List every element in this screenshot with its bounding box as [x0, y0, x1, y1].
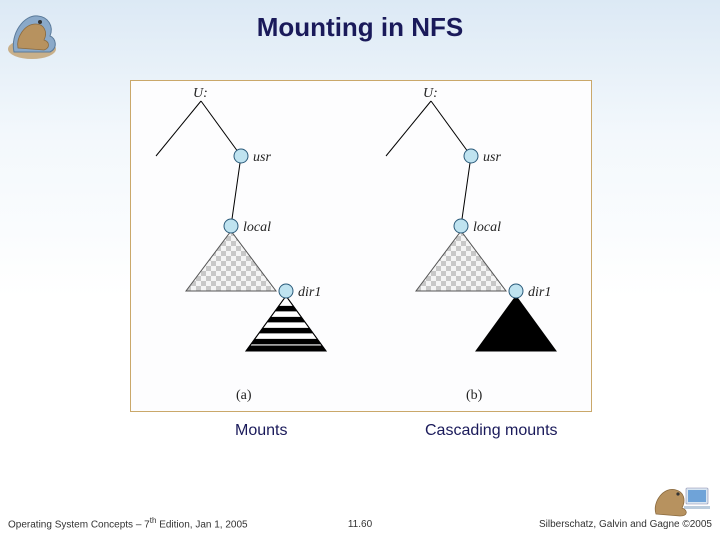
- logo-dinosaur-bottom: [652, 480, 712, 520]
- caption-b: Cascading mounts: [425, 422, 558, 440]
- svg-text:dir1: dir1: [528, 285, 551, 300]
- caption-a: Mounts: [235, 422, 287, 440]
- footer-right: Silberschatz, Galvin and Gagne ©2005: [539, 519, 712, 530]
- figure-container: U: usr local dir1 U: usr local dir1 (a) (b): [130, 80, 592, 412]
- svg-text:U:: U:: [423, 86, 438, 101]
- svg-text:local: local: [473, 220, 501, 235]
- slide-title: Mounting in NFS: [0, 12, 720, 43]
- figure-svg: U: usr local dir1 U: usr local dir1 (a) (b): [131, 81, 591, 411]
- svg-text:(a): (a): [236, 388, 252, 403]
- svg-text:usr: usr: [483, 150, 501, 165]
- slide: Mounting in NFS U: usr local dir1 U: usr local…: [0, 0, 720, 540]
- svg-text:dir1: dir1: [298, 285, 321, 300]
- svg-text:local: local: [243, 220, 271, 235]
- svg-text:usr: usr: [253, 150, 271, 165]
- svg-text:U:: U:: [193, 86, 208, 101]
- svg-text:(b): (b): [466, 388, 483, 403]
